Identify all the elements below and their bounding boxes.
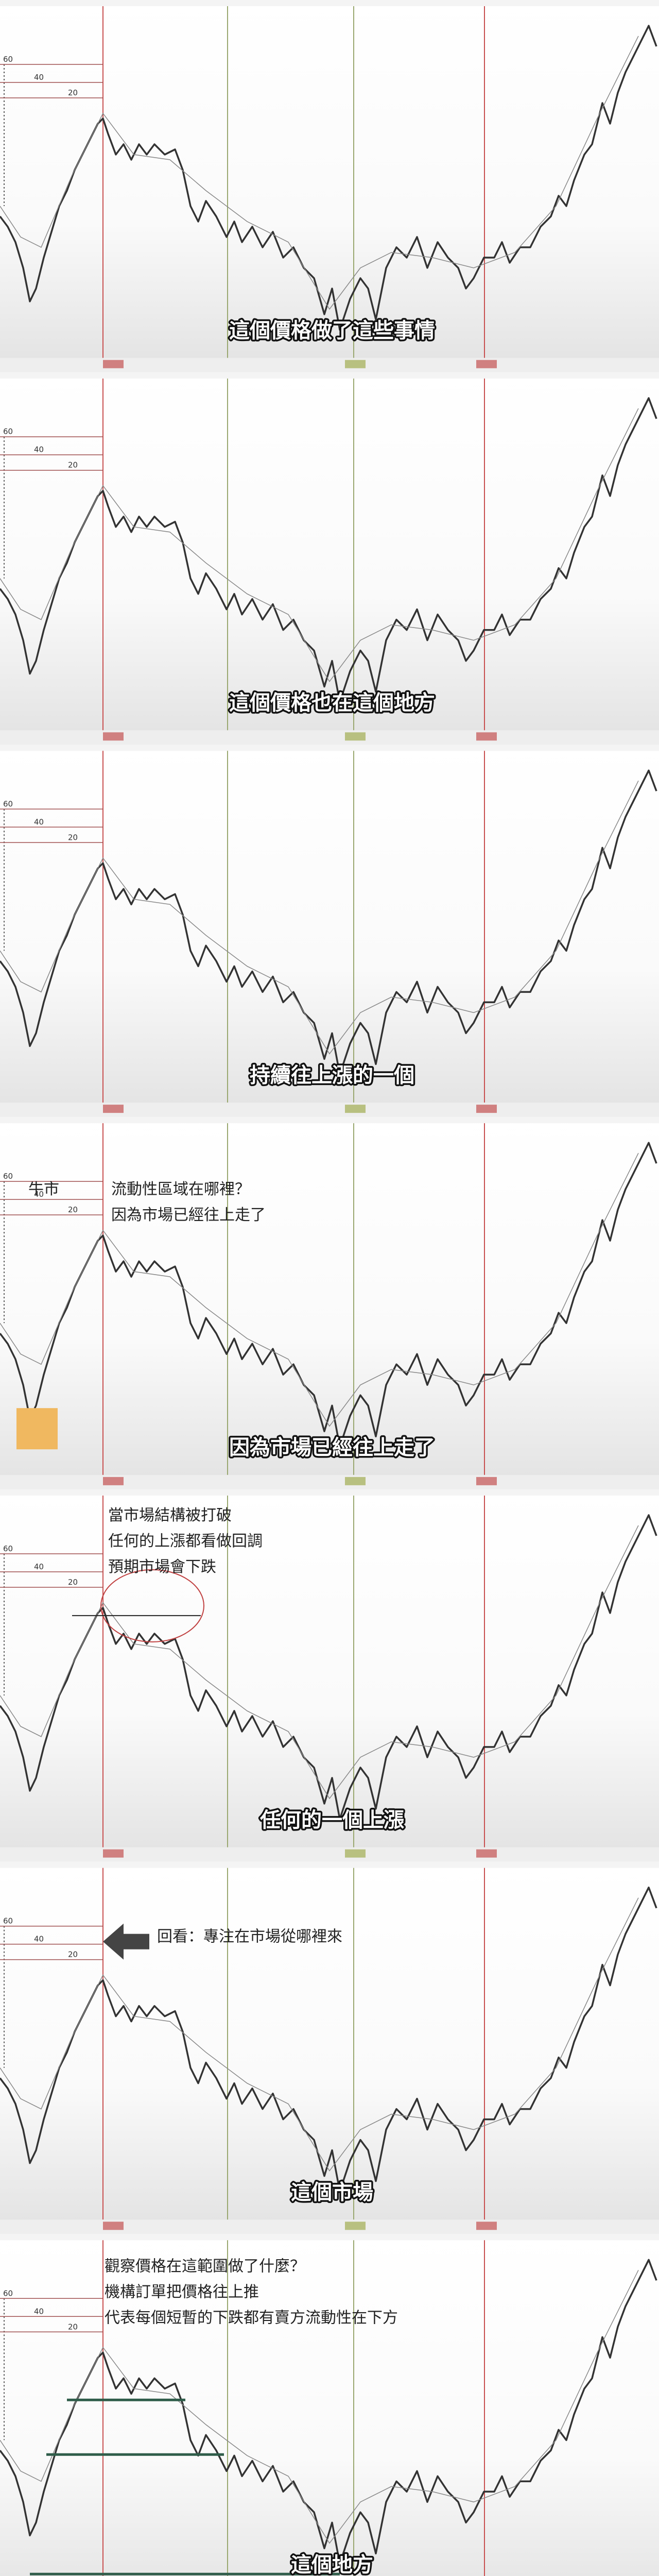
date-axis-highlight: [476, 1477, 497, 1485]
note: 因為市場已經往上走了: [111, 1206, 266, 1224]
subtitle: 這個市場: [291, 2181, 373, 2205]
level-label: 40: [34, 2307, 44, 2316]
date-axis-highlight: [345, 1849, 366, 1858]
chart-frame: 60 40 20 這個價格也在這個地方: [0, 372, 659, 745]
level-label: 40: [34, 73, 44, 82]
level-label: 60: [3, 799, 13, 808]
date-axis: [0, 2219, 659, 2234]
side-note: 牛市: [28, 1180, 59, 1198]
date-axis-highlight: [476, 1849, 497, 1858]
level-label: 60: [3, 1544, 13, 1553]
date-axis: [0, 1103, 659, 1117]
date-axis: [0, 1847, 659, 1862]
note: 預期市場會下跌: [108, 1558, 216, 1576]
date-axis-highlight: [476, 360, 497, 368]
date-axis: [0, 730, 659, 745]
date-axis-highlight: [345, 732, 366, 741]
level-label: 40: [34, 1935, 44, 1944]
date-axis: [0, 1475, 659, 1489]
range-circle: [100, 1569, 204, 1642]
subtitle: 持續往上漲的一個: [250, 1063, 414, 1087]
date-axis-highlight: [103, 360, 124, 368]
top-bar: [0, 2234, 659, 2241]
top-bar: [0, 1861, 659, 1868]
level-label: 60: [3, 2289, 13, 2298]
level-label: 60: [3, 1917, 13, 1926]
date-axis-highlight: [345, 2222, 366, 2230]
date-axis-highlight: [345, 1105, 366, 1113]
date-axis-highlight: [476, 1105, 497, 1113]
date-axis-highlight: [103, 2222, 124, 2230]
date-axis-highlight: [476, 2222, 497, 2230]
note: 當市場結構被打破: [108, 1506, 232, 1524]
level-label: 60: [3, 427, 13, 436]
note: 代表每個短暫的下跌都有賣方流動性在下方: [105, 2309, 398, 2327]
frame-background: [0, 372, 659, 745]
top-bar: [0, 372, 659, 379]
level-label: 40: [34, 817, 44, 826]
date-axis-highlight: [345, 1477, 366, 1485]
date-axis-highlight: [103, 1105, 124, 1113]
note: 回看：專注在市場從哪裡來: [157, 1928, 342, 1946]
subtitle: 這個價格做了這些事情: [229, 319, 435, 343]
chart-frame: 60 40 20 觀察價格在這範圍做了什麼？ 機構訂單把價格往上推代表每個短暫的下跌都有…: [0, 2234, 659, 2576]
level-label: 20: [68, 1578, 78, 1587]
chart-frame: 60 40 20 持續往上漲的一個: [0, 744, 659, 1117]
frame-background: [0, 1489, 659, 1862]
top-bar: [0, 744, 659, 751]
level-label: 40: [34, 1190, 44, 1199]
subtitle: 因為市場已經往上走了: [229, 1436, 435, 1460]
level-label: 20: [68, 88, 78, 97]
date-axis-highlight: [103, 732, 124, 741]
subtitle: 任何的一個上漲: [260, 1808, 404, 1832]
date-axis-highlight: [103, 1849, 124, 1858]
note: 流動性區域在哪裡？: [111, 1180, 250, 1198]
level-label: 20: [68, 1950, 78, 1959]
frame-background: [0, 2234, 659, 2576]
chart-frame: 60 40 20 這個價格做了這些事情: [0, 0, 659, 372]
top-bar: [0, 1489, 659, 1496]
level-label: 60: [3, 55, 13, 64]
level-label: 40: [34, 445, 44, 454]
level-label: 20: [68, 2322, 78, 2331]
level-label: 20: [68, 833, 78, 842]
frame-background: [0, 1861, 659, 2234]
date-axis-highlight: [476, 732, 497, 741]
top-bar: [0, 0, 659, 6]
subtitle: 這個地方: [291, 2553, 373, 2576]
frame-background: [0, 744, 659, 1117]
liquidity-zone: [16, 1408, 58, 1450]
level-label: 60: [3, 1172, 13, 1181]
subtitle: 這個價格也在這個地方: [229, 691, 435, 715]
date-axis-highlight: [345, 360, 366, 368]
frame-background: [0, 1117, 659, 1489]
level-label: 20: [68, 461, 78, 470]
level-label: 40: [34, 1562, 44, 1571]
note: 任何的上漲都看做回調: [108, 1532, 263, 1550]
level-label: 20: [68, 1205, 78, 1214]
date-axis: [0, 358, 659, 372]
note: 觀察價格在這範圍做了什麼？: [105, 2257, 305, 2275]
date-axis-highlight: [103, 1477, 124, 1485]
top-bar: [0, 1117, 659, 1124]
back-arrow: [103, 1923, 149, 1960]
frame-background: [0, 0, 659, 372]
note: 機構訂單把價格往上推: [105, 2283, 259, 2301]
